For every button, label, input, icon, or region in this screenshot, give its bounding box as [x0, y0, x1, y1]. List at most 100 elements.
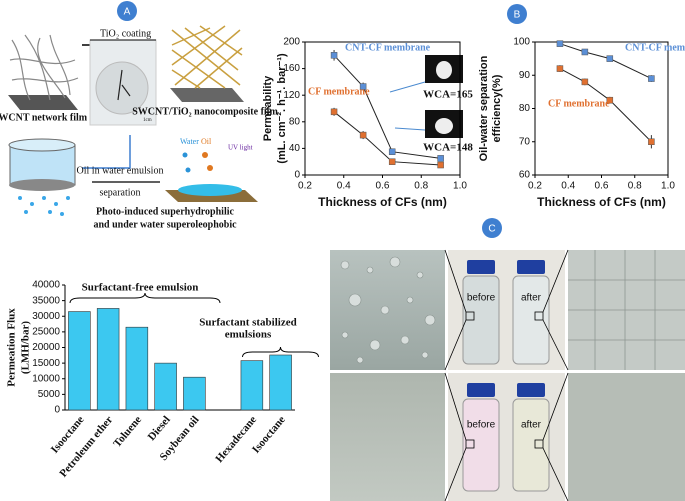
- marker: [648, 75, 655, 82]
- y-axis-label: Oil-water separation: [478, 55, 490, 161]
- x-tick-label: 0.4: [561, 181, 575, 192]
- y-tick-label: 60: [519, 170, 531, 181]
- marker: [437, 155, 444, 162]
- x-tick-label: 0.6: [595, 181, 609, 192]
- brace: [242, 346, 319, 358]
- panel-label: A: [124, 7, 131, 18]
- y-tick-label: 35000: [32, 295, 60, 306]
- x-tick-label: Hexadecane: [213, 414, 259, 465]
- y-axis-label: (LMH/bar): [20, 321, 32, 374]
- x-tick-label: 0.2: [298, 181, 312, 192]
- annotation: WCA=165: [423, 89, 473, 101]
- x-tick-label: Toluene: [111, 414, 144, 450]
- y-tick-label: 120: [283, 90, 300, 101]
- x-axis-label: Thickness of CFs (nm): [537, 195, 666, 209]
- photo-label: after: [521, 420, 542, 431]
- diagram-label: Oil in water emulsion: [77, 165, 164, 176]
- photo-label: before: [467, 293, 496, 304]
- scale-label: 1cm: [143, 118, 152, 123]
- y-tick-label: 90: [519, 70, 531, 81]
- marker: [359, 131, 367, 139]
- y-tick-label: 20000: [32, 342, 60, 353]
- marker: [581, 48, 589, 56]
- bar: [96, 308, 120, 411]
- diagram-label: SWCNT/TiO₂ nanocomposite film: [132, 106, 278, 117]
- brace: [69, 292, 221, 304]
- marker: [556, 65, 564, 72]
- bar: [269, 354, 292, 411]
- diagram-label: Water: [180, 137, 199, 146]
- panel-label: B: [514, 10, 521, 21]
- y-tick-label: 80: [289, 116, 301, 127]
- marker: [437, 161, 444, 169]
- diagram-caption: Photo-induced superhydrophilic: [96, 206, 234, 217]
- legend-label: CNT-CF membrane: [345, 42, 431, 53]
- x-tick-label: 0.6: [376, 181, 390, 192]
- marker: [606, 55, 614, 62]
- bar: [240, 360, 264, 411]
- line: [559, 68, 652, 143]
- y-tick-label: 15000: [32, 358, 60, 369]
- legend-label: CNT-CF membrane: [625, 42, 685, 53]
- y-tick-label: 40000: [32, 280, 60, 291]
- line: [333, 111, 441, 166]
- schematic: SWCNT network film TiO₂ coating 1cm SWCN…: [0, 25, 278, 230]
- diagram-label: SWCNT network film: [0, 112, 88, 123]
- y-tick-label: 70: [519, 136, 531, 147]
- x-tick-label: 0.8: [414, 181, 428, 192]
- x-tick-label: 0.4: [337, 181, 351, 192]
- x-tick-label: 1.0: [453, 181, 467, 192]
- marker: [581, 78, 589, 86]
- bar: [183, 376, 206, 411]
- y-tick-label: 5000: [38, 389, 61, 400]
- y-tick-label: 25000: [32, 327, 60, 338]
- marker: [359, 83, 367, 90]
- annotation: Surfactant stabilized: [199, 317, 296, 329]
- y-axis-label: (mL. cm⁻². h⁻¹. bar⁻¹): [276, 53, 288, 164]
- bar: [154, 362, 177, 411]
- x-tick-label: 0.2: [528, 181, 542, 192]
- x-tick-label: Diesel: [146, 414, 173, 443]
- y-axis-label: efficiency(%): [491, 74, 503, 142]
- legend-label: CF membrane: [548, 98, 610, 109]
- line: [333, 54, 441, 159]
- diagram-caption: and under water superoleophobic: [93, 219, 237, 230]
- panel-markers: A B C: [117, 1, 527, 238]
- marker: [648, 138, 655, 145]
- marker: [388, 158, 396, 165]
- photo-label: before: [467, 420, 496, 431]
- y-tick-label: 30000: [32, 311, 60, 322]
- line: [559, 43, 652, 80]
- x-tick-label: Petroleum ether: [57, 414, 115, 480]
- marker: [388, 148, 396, 155]
- y-axis-label: Permeability: [262, 75, 274, 141]
- x-axis-label: Thickness of CFs (nm): [318, 195, 447, 209]
- droplet-insets: [389, 55, 463, 138]
- annotation: Surfactant-free emulsion: [82, 282, 199, 294]
- y-tick-label: 80: [519, 103, 531, 114]
- panel-label: C: [488, 224, 495, 235]
- diagram-label: separation: [99, 187, 140, 198]
- y-tick-label: 160: [283, 63, 300, 74]
- y-tick-label: 200: [283, 37, 300, 48]
- marker: [330, 108, 338, 116]
- y-tick-label: 100: [513, 37, 530, 48]
- y-axis-label: Permeation Flux: [6, 308, 18, 387]
- diagram-label: TiO₂ coating: [100, 28, 151, 39]
- photo-label: after: [521, 293, 542, 304]
- marker: [606, 96, 614, 104]
- diagram-label: Oil: [201, 137, 212, 146]
- x-tick-label: 0.8: [628, 181, 642, 192]
- bar: [68, 311, 91, 411]
- y-tick-label: 0: [54, 405, 60, 416]
- photos: before after before after: [330, 249, 685, 501]
- y-tick-label: 40: [289, 143, 301, 154]
- y-tick-label: 10000: [32, 373, 60, 384]
- y-tick-label: 0: [294, 170, 300, 181]
- marker: [330, 52, 338, 59]
- diagram-label: UV light: [228, 144, 253, 152]
- annotation: WCA=148: [423, 142, 473, 154]
- annotation: emulsions: [225, 329, 272, 341]
- bar: [125, 326, 149, 411]
